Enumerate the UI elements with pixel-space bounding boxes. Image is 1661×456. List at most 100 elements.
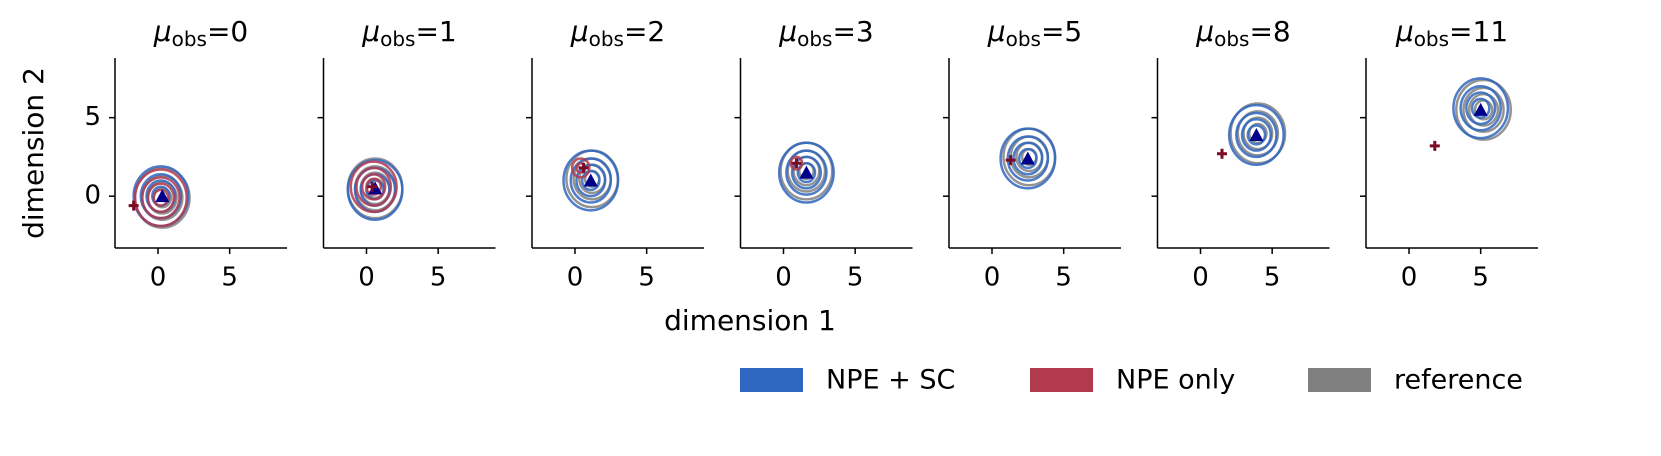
observation — [578, 162, 589, 173]
title-symbol: μ — [778, 15, 797, 48]
title-value: =5 — [1041, 15, 1082, 48]
contour — [569, 157, 613, 204]
title-symbol: μ — [153, 15, 172, 48]
contour — [360, 172, 387, 201]
x-tick-label: 5 — [1472, 263, 1489, 293]
contour — [1006, 135, 1050, 182]
true-parameter — [1473, 102, 1488, 116]
panel-title: μobs=11 — [1395, 15, 1508, 51]
title-value: =0 — [207, 15, 248, 48]
title-subscript: obs — [1414, 27, 1449, 51]
legend-label: NPE only — [1116, 365, 1235, 396]
contour — [580, 169, 601, 192]
x-axis-label: dimension 1 — [664, 304, 836, 337]
observation — [128, 200, 139, 211]
contour — [1246, 124, 1267, 146]
x-tick-label: 0 — [150, 263, 167, 293]
contour — [777, 141, 835, 204]
contour — [346, 158, 404, 221]
contour — [570, 157, 591, 179]
title-symbol: μ — [987, 15, 1006, 48]
x-tick-label: 5 — [638, 263, 655, 293]
legend-swatch — [1030, 368, 1093, 392]
contour — [790, 155, 823, 190]
contour — [1235, 111, 1278, 159]
contour — [1247, 122, 1268, 145]
title-symbol: μ — [361, 15, 380, 48]
contour — [133, 168, 188, 228]
x-tick-label: 5 — [847, 263, 864, 293]
contour — [999, 127, 1057, 190]
contour — [1452, 77, 1510, 140]
legend-label: NPE + SC — [826, 365, 955, 396]
contour — [1465, 91, 1497, 126]
panel-title: μobs=0 — [153, 15, 248, 51]
true-parameter — [583, 173, 598, 187]
legend-swatch — [740, 368, 803, 392]
title-value: =3 — [832, 15, 873, 48]
x-tick-label: 5 — [1264, 263, 1281, 293]
title-subscript: obs — [797, 27, 832, 51]
contour — [349, 160, 398, 214]
contour — [1459, 85, 1502, 132]
contour — [1229, 102, 1287, 165]
x-tick-label: 0 — [775, 263, 792, 293]
true-parameter — [1020, 151, 1035, 165]
title-symbol: μ — [1195, 15, 1214, 48]
x-tick-label: 5 — [430, 263, 447, 293]
contour — [1012, 141, 1044, 176]
x-tick-label: 0 — [358, 263, 375, 293]
contour — [1455, 78, 1513, 141]
x-tick-label: 0 — [1401, 263, 1418, 293]
panel-title: μobs=1 — [361, 15, 456, 51]
true-parameter — [799, 165, 814, 179]
true-parameter — [155, 189, 170, 203]
title-subscript: obs — [380, 27, 415, 51]
observation — [367, 181, 378, 192]
observation — [1429, 140, 1440, 151]
panel-title: μobs=5 — [987, 15, 1082, 51]
y-axis-label: dimension 2 — [17, 67, 50, 239]
panel-title: μobs=2 — [570, 15, 665, 51]
contour — [146, 182, 176, 214]
contour — [1240, 117, 1272, 152]
x-tick-label: 5 — [1055, 263, 1072, 293]
panel-title: μobs=8 — [1195, 15, 1290, 51]
observation — [1217, 148, 1227, 159]
observation — [1005, 155, 1016, 166]
contour — [1462, 86, 1505, 134]
y-tick-label: 0 — [84, 181, 101, 211]
contour — [796, 161, 817, 184]
title-symbol: μ — [1395, 15, 1414, 48]
contour — [365, 177, 383, 196]
contour — [575, 163, 607, 198]
title-subscript: obs — [1214, 27, 1249, 51]
contour — [785, 149, 828, 196]
observation — [791, 158, 802, 169]
legend-swatch — [1308, 368, 1371, 392]
true-parameter — [1249, 127, 1264, 141]
panel-title: μobs=3 — [778, 15, 873, 51]
title-value: =11 — [1449, 15, 1508, 48]
title-subscript: obs — [1006, 27, 1041, 51]
x-tick-label: 0 — [567, 263, 584, 293]
contour — [1242, 116, 1274, 151]
title-value: =1 — [415, 15, 456, 48]
contour — [1236, 110, 1280, 157]
x-tick-label: 0 — [984, 263, 1001, 293]
title-symbol: μ — [570, 15, 589, 48]
contour — [789, 155, 804, 171]
contour — [140, 176, 181, 220]
contour — [562, 149, 620, 212]
legend-label: reference — [1394, 365, 1523, 396]
y-tick-label: 5 — [84, 102, 101, 132]
contour — [1227, 103, 1285, 167]
title-subscript: obs — [172, 27, 207, 51]
contour — [1017, 147, 1038, 170]
title-value: =2 — [624, 15, 665, 48]
title-value: =8 — [1249, 15, 1290, 48]
x-tick-label: 0 — [1192, 263, 1209, 293]
x-tick-label: 5 — [221, 263, 238, 293]
title-subscript: obs — [589, 27, 624, 51]
